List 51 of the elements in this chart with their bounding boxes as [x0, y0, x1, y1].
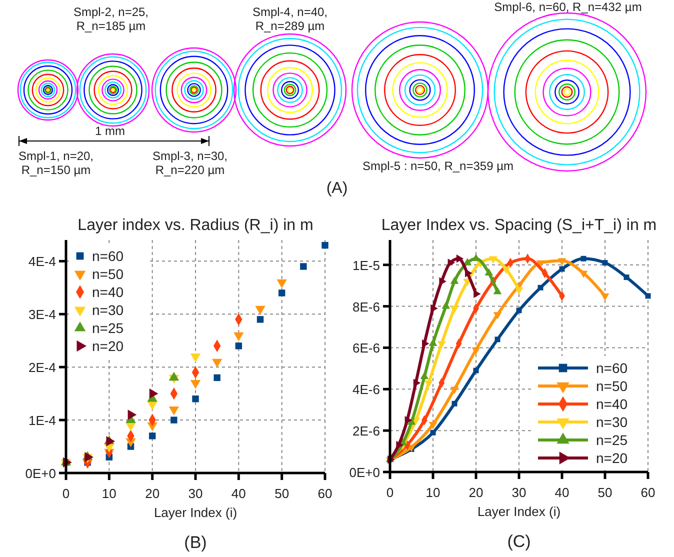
text: (B): [184, 533, 207, 552]
y-tick-label: 0E+0: [25, 466, 56, 481]
y-tick-label: 4E-4: [28, 254, 56, 270]
x-tick-label: 60: [318, 486, 332, 501]
y-tick-label: 1E-4: [28, 413, 56, 428]
x-tick-label: 50: [274, 486, 290, 501]
x-tick-label: 50: [598, 485, 612, 500]
text: (A): [326, 180, 348, 197]
text: Smpl-1, n=20, R_n=150 µm: [18, 149, 94, 177]
text: Smpl-4, n=40, R_n=289 µm: [252, 5, 328, 33]
text: Smpl-2, n=25, R_n=185 µm: [73, 5, 149, 33]
y-tick-label: 3E-4: [28, 307, 56, 322]
text: (C): [507, 532, 531, 551]
x-tick-label: 30: [512, 485, 526, 500]
legend-label: n=60: [596, 360, 628, 376]
legend-label: n=20: [596, 450, 628, 466]
x-tick-label: 0: [386, 485, 394, 500]
y-tick-label: 6E-6: [352, 340, 380, 356]
x-tick-label: 40: [554, 485, 570, 500]
y-tick-label: 2E-4: [28, 360, 56, 376]
x-tick-label: 30: [188, 486, 203, 501]
legend-label: n=30: [596, 414, 628, 430]
x-axis-title: Layer Index (i): [154, 505, 238, 520]
chart-title: Layer Index vs. Spacing (S_i+T_i) in m: [381, 217, 657, 234]
legend-label: n=25: [596, 432, 628, 448]
legend-label: n=25: [92, 320, 124, 336]
text: Smpl-5 : n=50, R_n=359 µm: [362, 159, 514, 173]
y-tick-label: 2E-6: [352, 424, 380, 439]
y-tick-label: 1E-5: [352, 258, 380, 273]
x-axis-title: Layer Index (i): [477, 504, 561, 519]
legend-label: n=40: [596, 396, 628, 412]
text: 1 mm: [95, 124, 126, 138]
legend-label: n=40: [92, 284, 124, 300]
text: Smpl-6, n=60, R_n=432 µm: [494, 0, 642, 14]
y-tick-label: 8E-6: [352, 299, 380, 314]
x-tick-label: 20: [145, 486, 160, 501]
y-tick-label: 4E-6: [352, 382, 380, 398]
legend-label: n=30: [92, 302, 124, 318]
x-tick-label: 60: [640, 485, 656, 500]
chart-title: Layer index vs. Radius (R_i) in m: [78, 217, 314, 234]
legend-label: n=50: [92, 266, 124, 282]
legend-label: n=50: [596, 378, 628, 394]
x-tick-label: 10: [426, 485, 440, 500]
y-tick-label: 0E+0: [349, 465, 380, 480]
x-tick-label: 10: [102, 486, 116, 501]
legend-label: n=60: [92, 248, 124, 264]
x-tick-label: 40: [231, 486, 246, 501]
legend-label: n=20: [92, 338, 124, 354]
text: Smpl-3, n=30, R_n=220 µm: [152, 149, 228, 177]
x-tick-label: 0: [62, 486, 70, 501]
x-tick-label: 20: [468, 485, 484, 500]
